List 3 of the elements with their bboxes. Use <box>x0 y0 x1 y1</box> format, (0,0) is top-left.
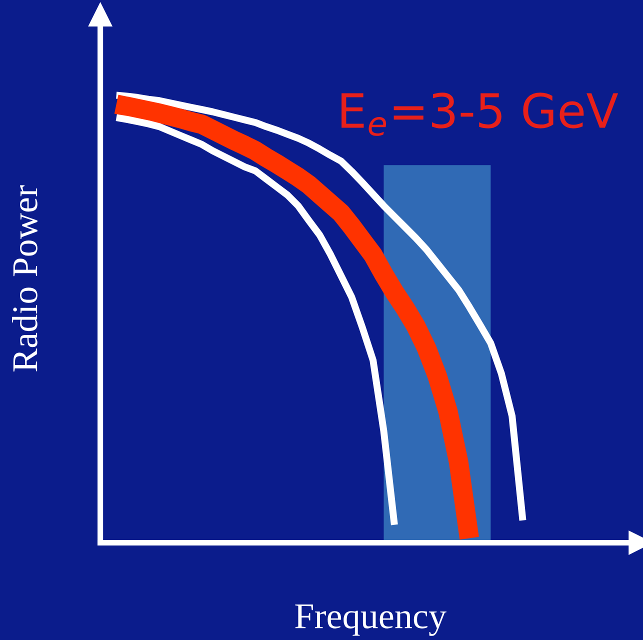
x-axis-title: Frequency <box>295 604 446 636</box>
y-axis-title: Radio Power <box>12 185 38 372</box>
annotation: E$_{e}$=3-5 GeV <box>342 92 618 136</box>
